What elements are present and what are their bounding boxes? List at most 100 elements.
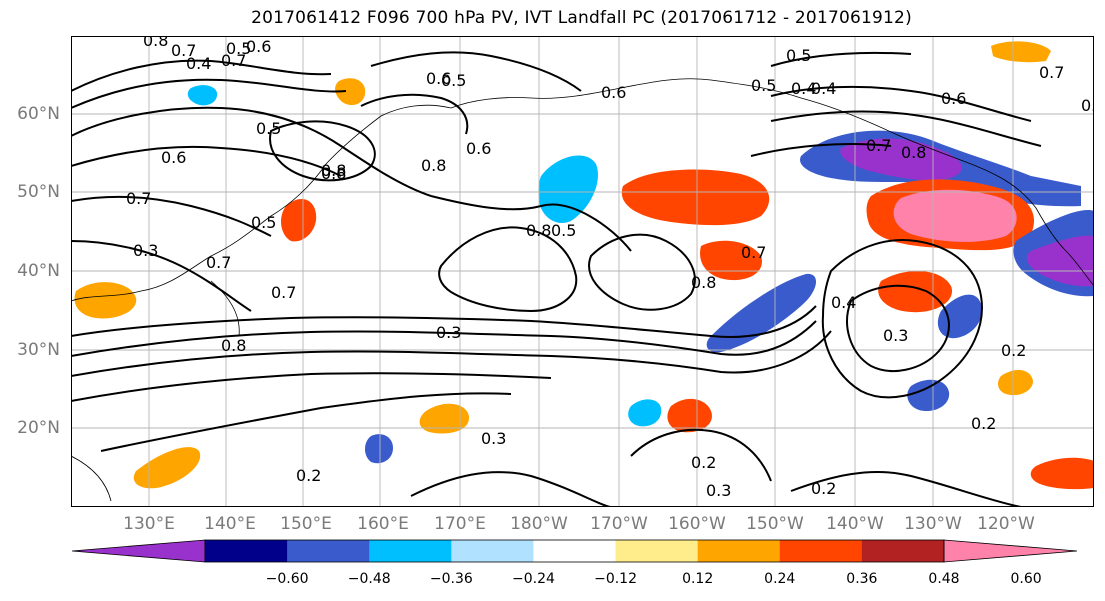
- colorbar-cell: [697, 540, 781, 562]
- contour-lines: [71, 51, 1042, 507]
- contour-label: 0.3: [706, 481, 731, 500]
- contour-label: 0.2: [1001, 341, 1026, 360]
- shade-neg-band: [706, 273, 817, 353]
- contour-label: 0.4: [186, 54, 211, 73]
- contour-label: 0.8: [691, 273, 716, 292]
- contour-label: 0.7: [126, 189, 151, 208]
- coastlines: [71, 78, 1094, 502]
- contour-label-layer: 0.80.7 0.50.40.60.60.80.70.50.80.5 0.5 0.40…: [126, 36, 1094, 500]
- colorbar-tick-label: −0.36: [429, 571, 473, 587]
- shade-neg-sw-1: [365, 434, 393, 464]
- contour-label: 0.2: [811, 479, 836, 498]
- lon-label-170e: 170°E: [434, 514, 486, 534]
- shade-pos-coast-core: [893, 189, 1017, 242]
- shade-pos-west: [74, 282, 137, 319]
- shade-neg-south-1: [628, 399, 662, 427]
- colorbar: [71, 539, 1078, 563]
- colorbar-cell: [861, 540, 945, 562]
- contour-label: 0.8: [321, 164, 346, 183]
- contour-label: 0.8: [901, 143, 926, 162]
- colorbar-tick-label: 0.12: [682, 571, 714, 587]
- colorbar-extend-left: [71, 539, 206, 563]
- lon-label-170w: 170°W: [590, 514, 648, 534]
- colorbar-cell: [615, 540, 699, 562]
- lat-label-40n: 40°N: [17, 261, 60, 281]
- lon-label-150e: 150°E: [280, 514, 332, 534]
- shade-pos-japan: [280, 199, 317, 242]
- shade-pos-south-1: [419, 403, 469, 434]
- shade-neg-north-1: [187, 85, 218, 106]
- contour-label: 0.3: [133, 241, 158, 260]
- colorbar-tick-label: −0.48: [347, 571, 391, 587]
- contour-label: 0.6: [161, 148, 186, 167]
- lon-label-180w: 180°W: [510, 514, 568, 534]
- contour-label: 0.3: [436, 323, 461, 342]
- contour-label: 0.2: [971, 414, 996, 433]
- shade-pos-south-2: [667, 398, 712, 433]
- contour-label: 0.6: [426, 69, 451, 88]
- shade-pos-south-3: [998, 369, 1033, 396]
- colorbar-cell: [451, 540, 534, 562]
- contour-label: 0.6: [941, 89, 966, 108]
- shade-pos-central: [621, 169, 770, 226]
- lat-label-20n: 20°N: [17, 418, 60, 438]
- lon-label-160e: 160°E: [357, 514, 409, 534]
- contour-label: 0.7: [866, 136, 891, 155]
- contour-label: 0.8: [321, 161, 346, 180]
- colorbar-tick-label: −0.60: [265, 571, 309, 587]
- contour-label: 0.5: [1081, 96, 1094, 115]
- contour-label: 0.8: [526, 221, 551, 240]
- contour-label: 0.5: [256, 119, 281, 138]
- contour-label: 0.4: [831, 293, 856, 312]
- lon-label-150w: 150°W: [746, 514, 804, 534]
- contour-label: 0.4: [811, 79, 836, 98]
- colorbar-extend-right: [943, 539, 1078, 563]
- contour-label: 0.7: [206, 253, 231, 272]
- contour-label: 0.3: [481, 429, 506, 448]
- colorbar-cell: [533, 540, 617, 562]
- colorbar-cell: [205, 540, 288, 562]
- colorbar-cell: [287, 540, 370, 562]
- shade-pos-north-1: [335, 78, 366, 106]
- shading-layer: [74, 41, 1094, 490]
- contour-label: 0.4: [791, 79, 816, 98]
- shade-neg-cyan-1: [538, 155, 599, 224]
- colorbar-tick-label: 0.24: [764, 571, 796, 587]
- map-panel: 0.80.7 0.50.40.60.60.80.70.50.80.5 0.5 0.40…: [71, 36, 1094, 507]
- colorbar-tick-label: 0.60: [1010, 571, 1042, 587]
- colorbar-tick-label: 0.48: [928, 571, 960, 587]
- contour-label: 0.5: [751, 76, 776, 95]
- shade-pos-south-4: [1030, 457, 1094, 490]
- contour-label: 0.5: [786, 46, 811, 65]
- shade-neg-east-core: [1026, 235, 1094, 287]
- contour-label: 0.6: [601, 83, 626, 102]
- contour-label: 0.8: [221, 336, 246, 355]
- shade-pos-sw: [133, 447, 201, 489]
- shade-pos-hawaii: [878, 270, 953, 313]
- shade-pos-central-b: [700, 240, 762, 281]
- contour-label: 0.7: [271, 283, 296, 302]
- lon-label-130e: 130°E: [123, 514, 175, 534]
- lon-label-130w: 130°W: [904, 514, 962, 534]
- lat-label-30n: 30°N: [17, 340, 60, 360]
- colorbar-cell: [779, 540, 863, 562]
- map-title: 2017061412 F096 700 hPa PV, IVT Landfall…: [251, 8, 912, 28]
- contour-label: 0.8: [143, 36, 168, 50]
- colorbar-cells: [71, 539, 1078, 563]
- contour-label: 0.7: [171, 41, 196, 60]
- contour-label: 0.5: [441, 71, 466, 90]
- contour-label: 0.7: [741, 243, 766, 262]
- lat-label-50n: 50°N: [17, 182, 60, 202]
- contour-label: 0.5: [251, 213, 276, 232]
- contour-label: 0.2: [296, 466, 321, 485]
- colorbar-tick-label: −0.12: [594, 571, 637, 587]
- contour-label: 0.6: [246, 37, 271, 56]
- shade-pos-north-2: [991, 41, 1051, 63]
- lon-label-160w: 160°W: [668, 514, 726, 534]
- contour-label: 0.7: [221, 51, 246, 70]
- colorbar-cell: [369, 540, 452, 562]
- colorbar-outline: [204, 539, 945, 563]
- contour-label: 0.6: [466, 139, 491, 158]
- contour-label: 0.8: [421, 156, 446, 175]
- lon-label-120w: 120°W: [977, 514, 1035, 534]
